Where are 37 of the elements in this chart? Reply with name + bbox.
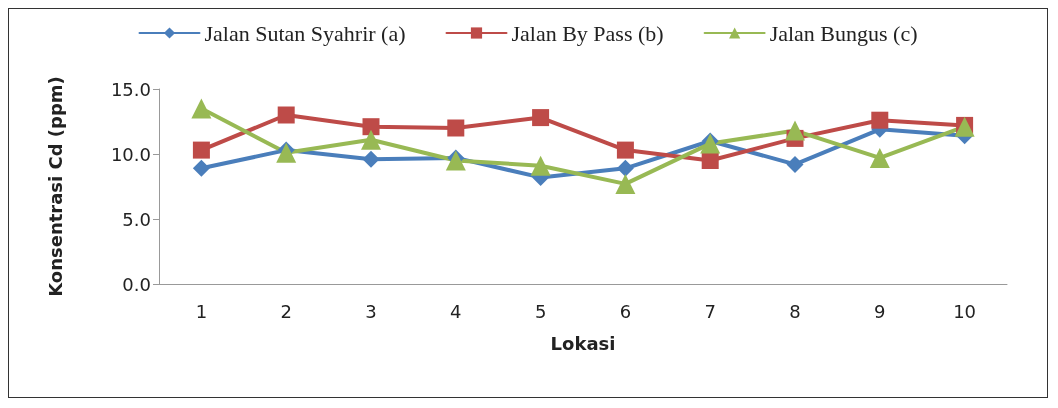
y-tick-label: 10.0 xyxy=(110,143,151,165)
x-tick-label: 10 xyxy=(953,300,977,322)
x-tick-label: 3 xyxy=(365,300,377,322)
point xyxy=(700,133,721,154)
x-tick-label: 7 xyxy=(704,300,716,322)
x-tick-label: 1 xyxy=(195,300,208,322)
x-axis-title: Lokasi xyxy=(550,332,616,354)
point xyxy=(362,150,380,168)
point xyxy=(615,173,636,194)
point xyxy=(362,118,380,136)
point xyxy=(192,159,210,177)
point xyxy=(869,147,890,168)
point xyxy=(191,98,212,119)
y-tick-label: 15.0 xyxy=(110,78,151,100)
point xyxy=(786,155,804,173)
legend-label: Jalan Sutan Syahrir (a) xyxy=(204,20,406,46)
y-tick-label: 5.0 xyxy=(122,208,151,230)
point xyxy=(530,155,551,176)
x-tick-label: 5 xyxy=(534,300,547,322)
point xyxy=(532,109,550,127)
point xyxy=(616,141,634,159)
point xyxy=(616,159,634,177)
x-tick-label: 9 xyxy=(874,300,886,322)
point xyxy=(277,106,295,124)
point xyxy=(192,141,210,159)
x-tick-label: 2 xyxy=(280,300,292,322)
x-tick-label: 8 xyxy=(789,300,801,322)
point xyxy=(785,120,805,141)
x-tick-label: 6 xyxy=(619,300,632,322)
point xyxy=(871,111,889,129)
point xyxy=(447,119,465,137)
legend-label: Jalan By Pass (b) xyxy=(511,20,664,46)
legend-label: Jalan Bungus (c) xyxy=(769,20,918,46)
y-axis-title: Konsentrasi Cd (ppm) xyxy=(44,76,66,297)
x-tick-label: 4 xyxy=(450,300,462,322)
point xyxy=(361,129,381,150)
y-tick-label: 0.0 xyxy=(122,273,151,295)
